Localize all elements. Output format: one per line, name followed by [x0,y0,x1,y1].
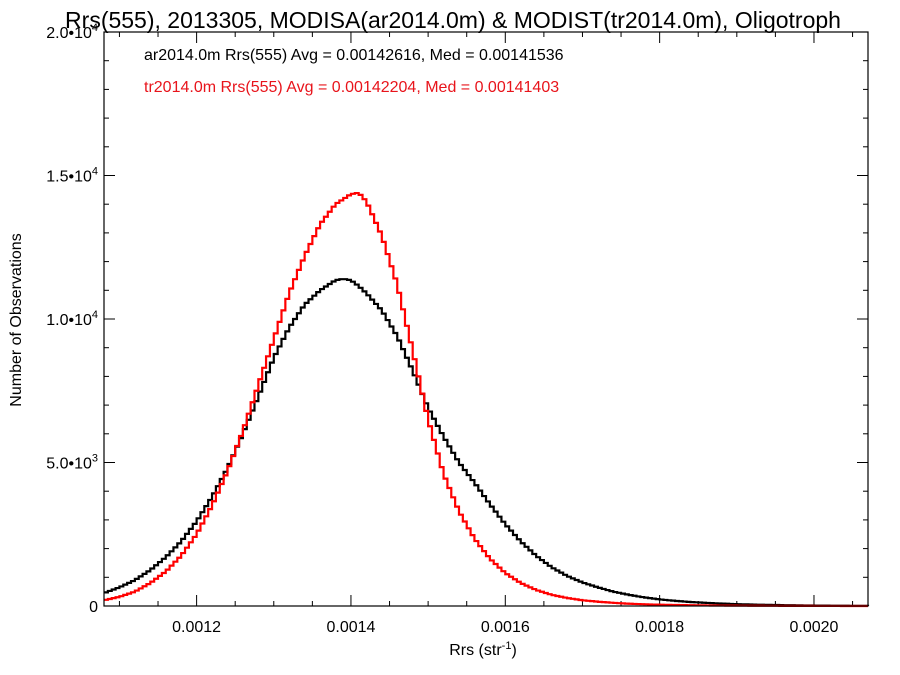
y-tick-label-base: 1.5•10 [46,169,92,186]
y-tick-label: 1.5•104 [46,166,98,186]
x-tick-label: 0.0016 [481,619,530,636]
x-axis-label-base: Rrs (str [449,642,502,659]
y-tick-label-exp: 4 [92,166,98,178]
plot-frame [103,31,869,607]
x-tick-label: 0.0018 [635,619,684,636]
y-tick-label-base: 2.0•10 [46,25,92,42]
axis-ticks: 0.0012 0.0014 0.0016 0.0018 0.0020 0 5.0•103 1.… [46,22,868,636]
chart-title: Rrs(555), 2013305, MODISA(ar2014.0m) & M… [65,7,841,33]
y-tick-label-base: 5.0•10 [46,456,92,473]
x-tick-label: 0.0020 [790,619,839,636]
y-tick-label-base: 1.0•10 [46,312,92,329]
x-tick-label: 0.0012 [172,619,221,636]
y-tick-label-exp: 4 [92,309,98,321]
x-tick-label: 0.0014 [326,619,375,636]
y-tick-label-base: 0 [89,599,98,616]
y-tick-label-exp: 3 [92,453,98,465]
series-line-tr2014 [104,191,868,608]
y-tick-label-exp: 4 [92,22,98,34]
y-tick-label: 1.0•104 [46,309,98,329]
x-axis-label-close: ) [511,642,516,659]
y-tick-label: 2.0•104 [46,22,98,42]
annotation-red: tr2014.0m Rrs(555) Avg = 0.00142204, Med… [144,79,559,96]
x-axis-label: Rrs (str-1) [449,640,517,659]
annotation-black: ar2014.0m Rrs(555) Avg = 0.00142616, Med… [144,47,564,64]
x-axis-label-sup: -1 [502,640,512,652]
y-tick-label: 0 [89,599,98,616]
series-layer [104,191,870,608]
y-tick-label: 5.0•103 [46,453,98,473]
y-axis-label: Number of Observations [8,233,25,406]
